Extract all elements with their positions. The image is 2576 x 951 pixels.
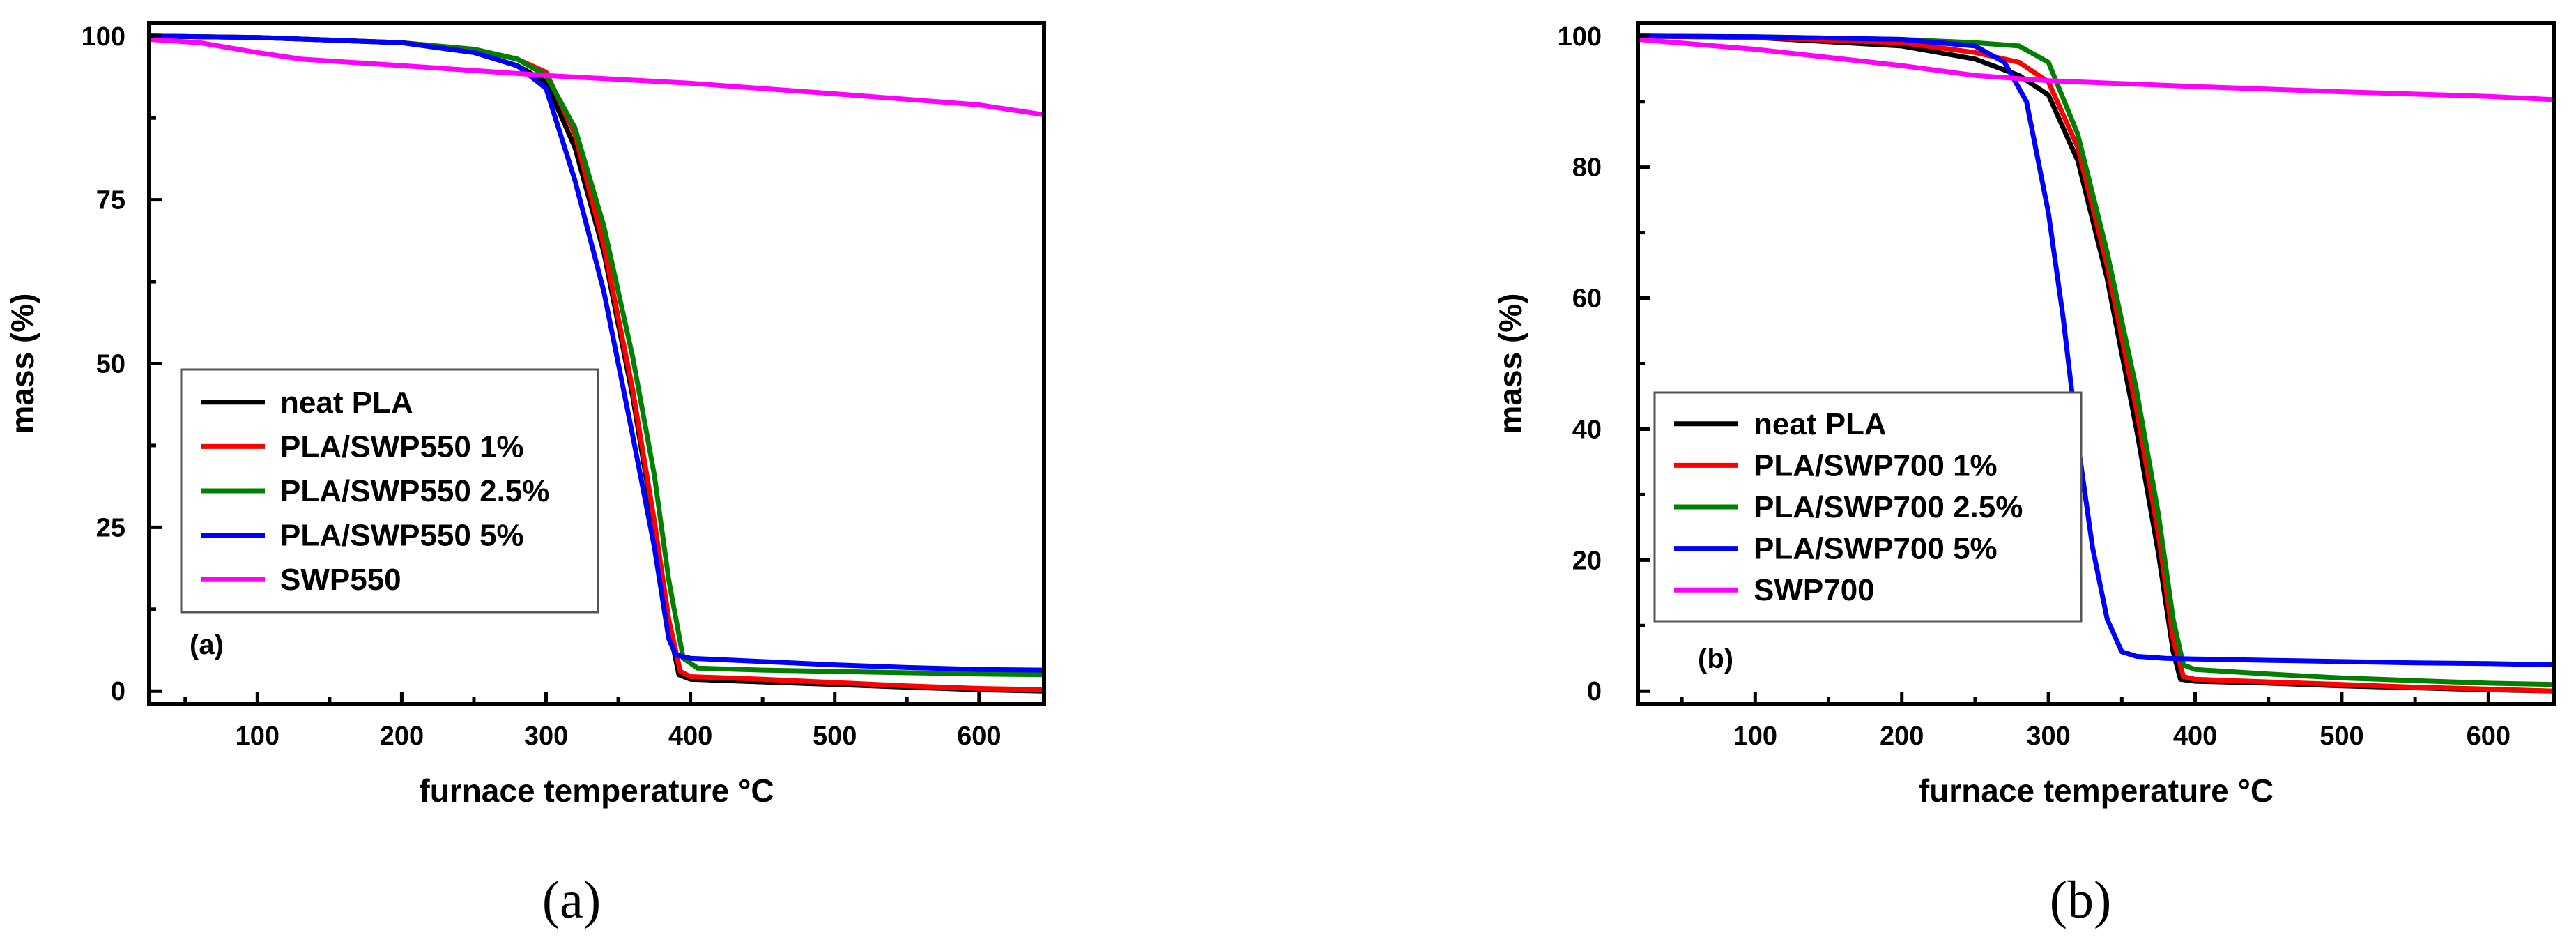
series-line-5: [1638, 37, 2554, 102]
x-tick-label: 100: [236, 722, 279, 751]
series-group: [149, 33, 1044, 694]
series-group: [1638, 33, 2554, 694]
series-line-4: [149, 33, 1044, 673]
legend-box: [180, 368, 599, 614]
legend-label: neat PLA: [1754, 407, 1887, 441]
legend-label: PLA/SWP550 5%: [280, 519, 524, 553]
x-tick-label: 600: [957, 722, 1001, 751]
x-tick-label: 200: [1880, 722, 1924, 751]
y-axis-title: mass (%): [1492, 294, 1528, 434]
series-line-5: [149, 37, 1044, 117]
y-tick-label: 75: [96, 186, 125, 215]
y-tick-label: 50: [96, 350, 125, 379]
x-axis-title: furnace temperature °C: [1919, 773, 2274, 809]
x-axis-title: furnace temperature °C: [419, 773, 774, 809]
panel-caption: (b): [2050, 871, 2112, 929]
legend-label: PLA/SWP700 5%: [1754, 532, 1998, 566]
series-line-3: [1638, 33, 2554, 687]
y-tick-label: 0: [1587, 677, 1602, 706]
series-line-2: [1638, 33, 2554, 694]
y-tick-label: 100: [1558, 22, 1602, 52]
legend-label: PLA/SWP700 2.5%: [1754, 490, 2023, 524]
panel-caption: (a): [542, 871, 601, 929]
legend-label: SWP550: [280, 563, 401, 597]
legend-label: neat PLA: [280, 386, 413, 420]
panel-tag: (a): [190, 630, 224, 660]
legend: neat PLA PLA/SWP550 1% PLA/SWP550 2.5% PLA/…: [180, 368, 599, 614]
x-tick-label: 500: [2320, 722, 2363, 751]
x-tick-label: 400: [668, 722, 712, 751]
y-tick-label: 100: [82, 22, 125, 52]
legend-label: PLA/SWP700 1%: [1754, 448, 1998, 482]
y-tick-label: 0: [111, 677, 125, 706]
chart-panel-a: 100 200 300 400 500 600 0 25 50 75 100 furnace temp…: [4, 21, 1046, 929]
chart-panel-b: 100 200 300 400 500 600 0 20 40 60 80 100 furnace te…: [1492, 21, 2556, 929]
legend: neat PLA PLA/SWP700 1% PLA/SWP700 2.5% PLA/…: [1653, 391, 2083, 623]
x-tick-label: 100: [1733, 722, 1777, 751]
panel-tag: (b): [1698, 644, 1733, 674]
series-line-3: [149, 33, 1044, 678]
y-tick-label: 80: [1572, 153, 1602, 183]
legend-label: PLA/SWP550 2.5%: [280, 474, 549, 508]
y-axis-title: mass (%): [4, 294, 40, 434]
legend-label: PLA/SWP550 1%: [280, 429, 524, 464]
x-tick-label: 500: [813, 722, 857, 751]
series-line-4: [1638, 33, 2554, 668]
x-tick-label: 600: [2467, 722, 2510, 751]
x-tick-label: 300: [524, 722, 568, 751]
x-tick-label: 400: [2173, 722, 2217, 751]
x-tick-label: 300: [2026, 722, 2070, 751]
legend-label: SWP700: [1754, 573, 1875, 607]
y-tick-label: 25: [96, 513, 125, 542]
y-tick-label: 20: [1572, 546, 1602, 575]
y-tick-label: 60: [1572, 284, 1602, 314]
x-tick-label: 200: [380, 722, 424, 751]
y-tick-label: 40: [1572, 415, 1602, 444]
